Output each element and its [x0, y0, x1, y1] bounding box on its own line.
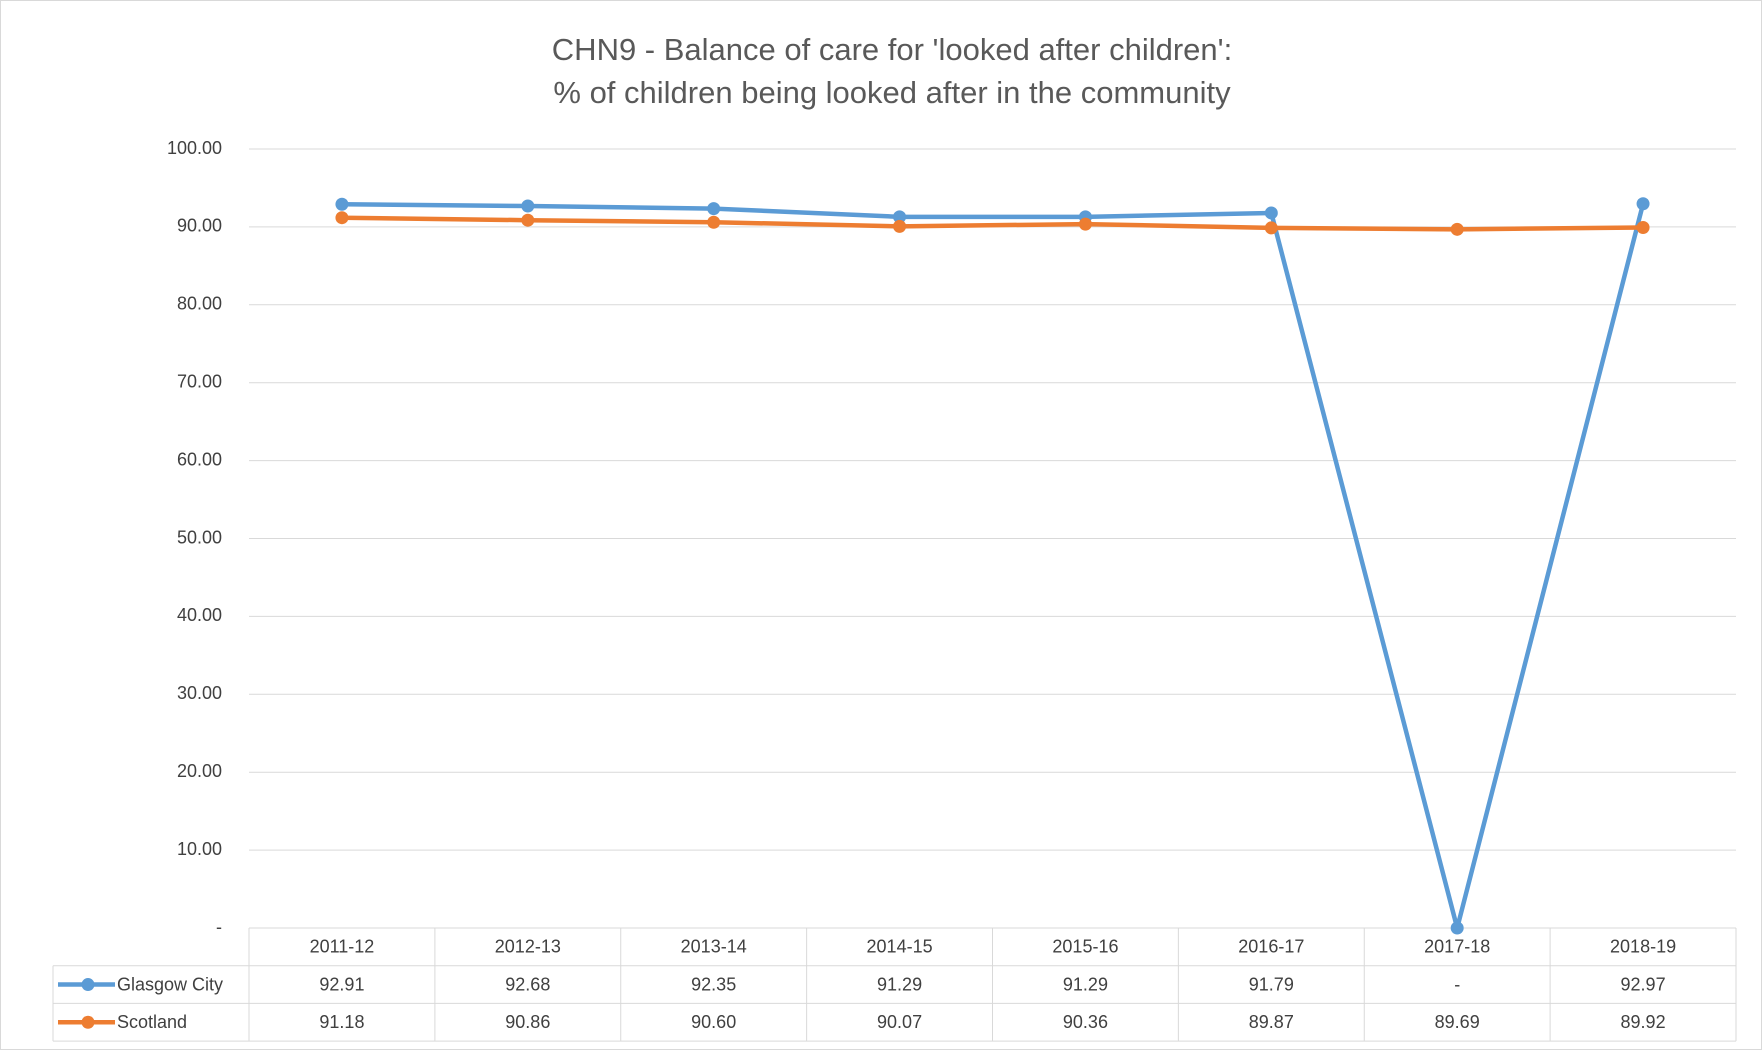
y-tick-label: 60.00	[177, 449, 222, 469]
y-tick-label: 30.00	[177, 683, 222, 703]
y-tick-label: 20.00	[177, 761, 222, 781]
table-value: -	[1454, 974, 1460, 994]
series-marker	[893, 210, 907, 224]
x-tick-label: 2015-16	[1052, 937, 1118, 957]
y-tick-label: 80.00	[177, 294, 222, 314]
legend-marker	[81, 1015, 95, 1029]
series-marker	[1264, 221, 1278, 235]
table-value: 92.35	[691, 974, 736, 994]
table-value: 91.29	[877, 974, 922, 994]
series-marker	[1450, 222, 1464, 236]
series-marker	[521, 199, 535, 213]
x-tick-label: 2017-18	[1424, 937, 1490, 957]
chart-title: CHN9 - Balance of care for 'looked after…	[552, 32, 1232, 67]
y-tick-label: 70.00	[177, 371, 222, 391]
y-tick-label: 90.00	[177, 216, 222, 236]
table-value: 92.91	[319, 974, 364, 994]
series-marker	[335, 211, 349, 225]
x-tick-label: 2013-14	[681, 937, 747, 957]
table-value: 91.79	[1249, 974, 1294, 994]
chart-subtitle: % of children being looked after in the …	[553, 75, 1231, 110]
series-marker	[521, 213, 535, 227]
series-line	[341, 215, 1644, 232]
table-value: 92.97	[1621, 974, 1666, 994]
table-value: 91.29	[1063, 974, 1108, 994]
y-tick-label: 10.00	[177, 839, 222, 859]
x-tick-label: 2011-12	[310, 937, 375, 957]
series-marker	[335, 197, 349, 211]
table-value: 92.68	[505, 974, 550, 994]
legend-label: Scotland	[117, 1012, 187, 1032]
table-value: 90.60	[691, 1012, 736, 1032]
x-tick-label: 2012-13	[495, 937, 561, 957]
series-marker	[1264, 206, 1278, 220]
y-tick-label: 100.00	[167, 138, 222, 158]
x-tick-label: 2014-15	[867, 937, 933, 957]
x-tick-label: 2016-17	[1238, 937, 1304, 957]
series-marker	[1078, 217, 1092, 231]
table-value: 90.86	[505, 1012, 550, 1032]
series-marker	[1636, 221, 1650, 235]
table-value: 90.07	[877, 1012, 922, 1032]
series-marker	[893, 219, 907, 233]
x-tick-label: 2018-19	[1610, 937, 1676, 957]
table-value: 89.69	[1435, 1012, 1480, 1032]
series-marker	[1450, 921, 1464, 935]
y-tick-label: 50.00	[177, 527, 222, 547]
series-line	[341, 201, 1646, 931]
table-value: 89.87	[1249, 1012, 1294, 1032]
legend-marker	[81, 978, 95, 992]
series-marker	[1636, 197, 1650, 211]
series-marker	[707, 202, 721, 216]
table-value: 90.36	[1063, 1012, 1108, 1032]
y-tick-label: -	[216, 917, 222, 937]
y-tick-label: 40.00	[177, 605, 222, 625]
table-value: 89.92	[1621, 1012, 1666, 1032]
series-marker	[707, 215, 721, 229]
table-value: 91.18	[319, 1012, 364, 1032]
legend-label: Glasgow City	[117, 974, 223, 994]
